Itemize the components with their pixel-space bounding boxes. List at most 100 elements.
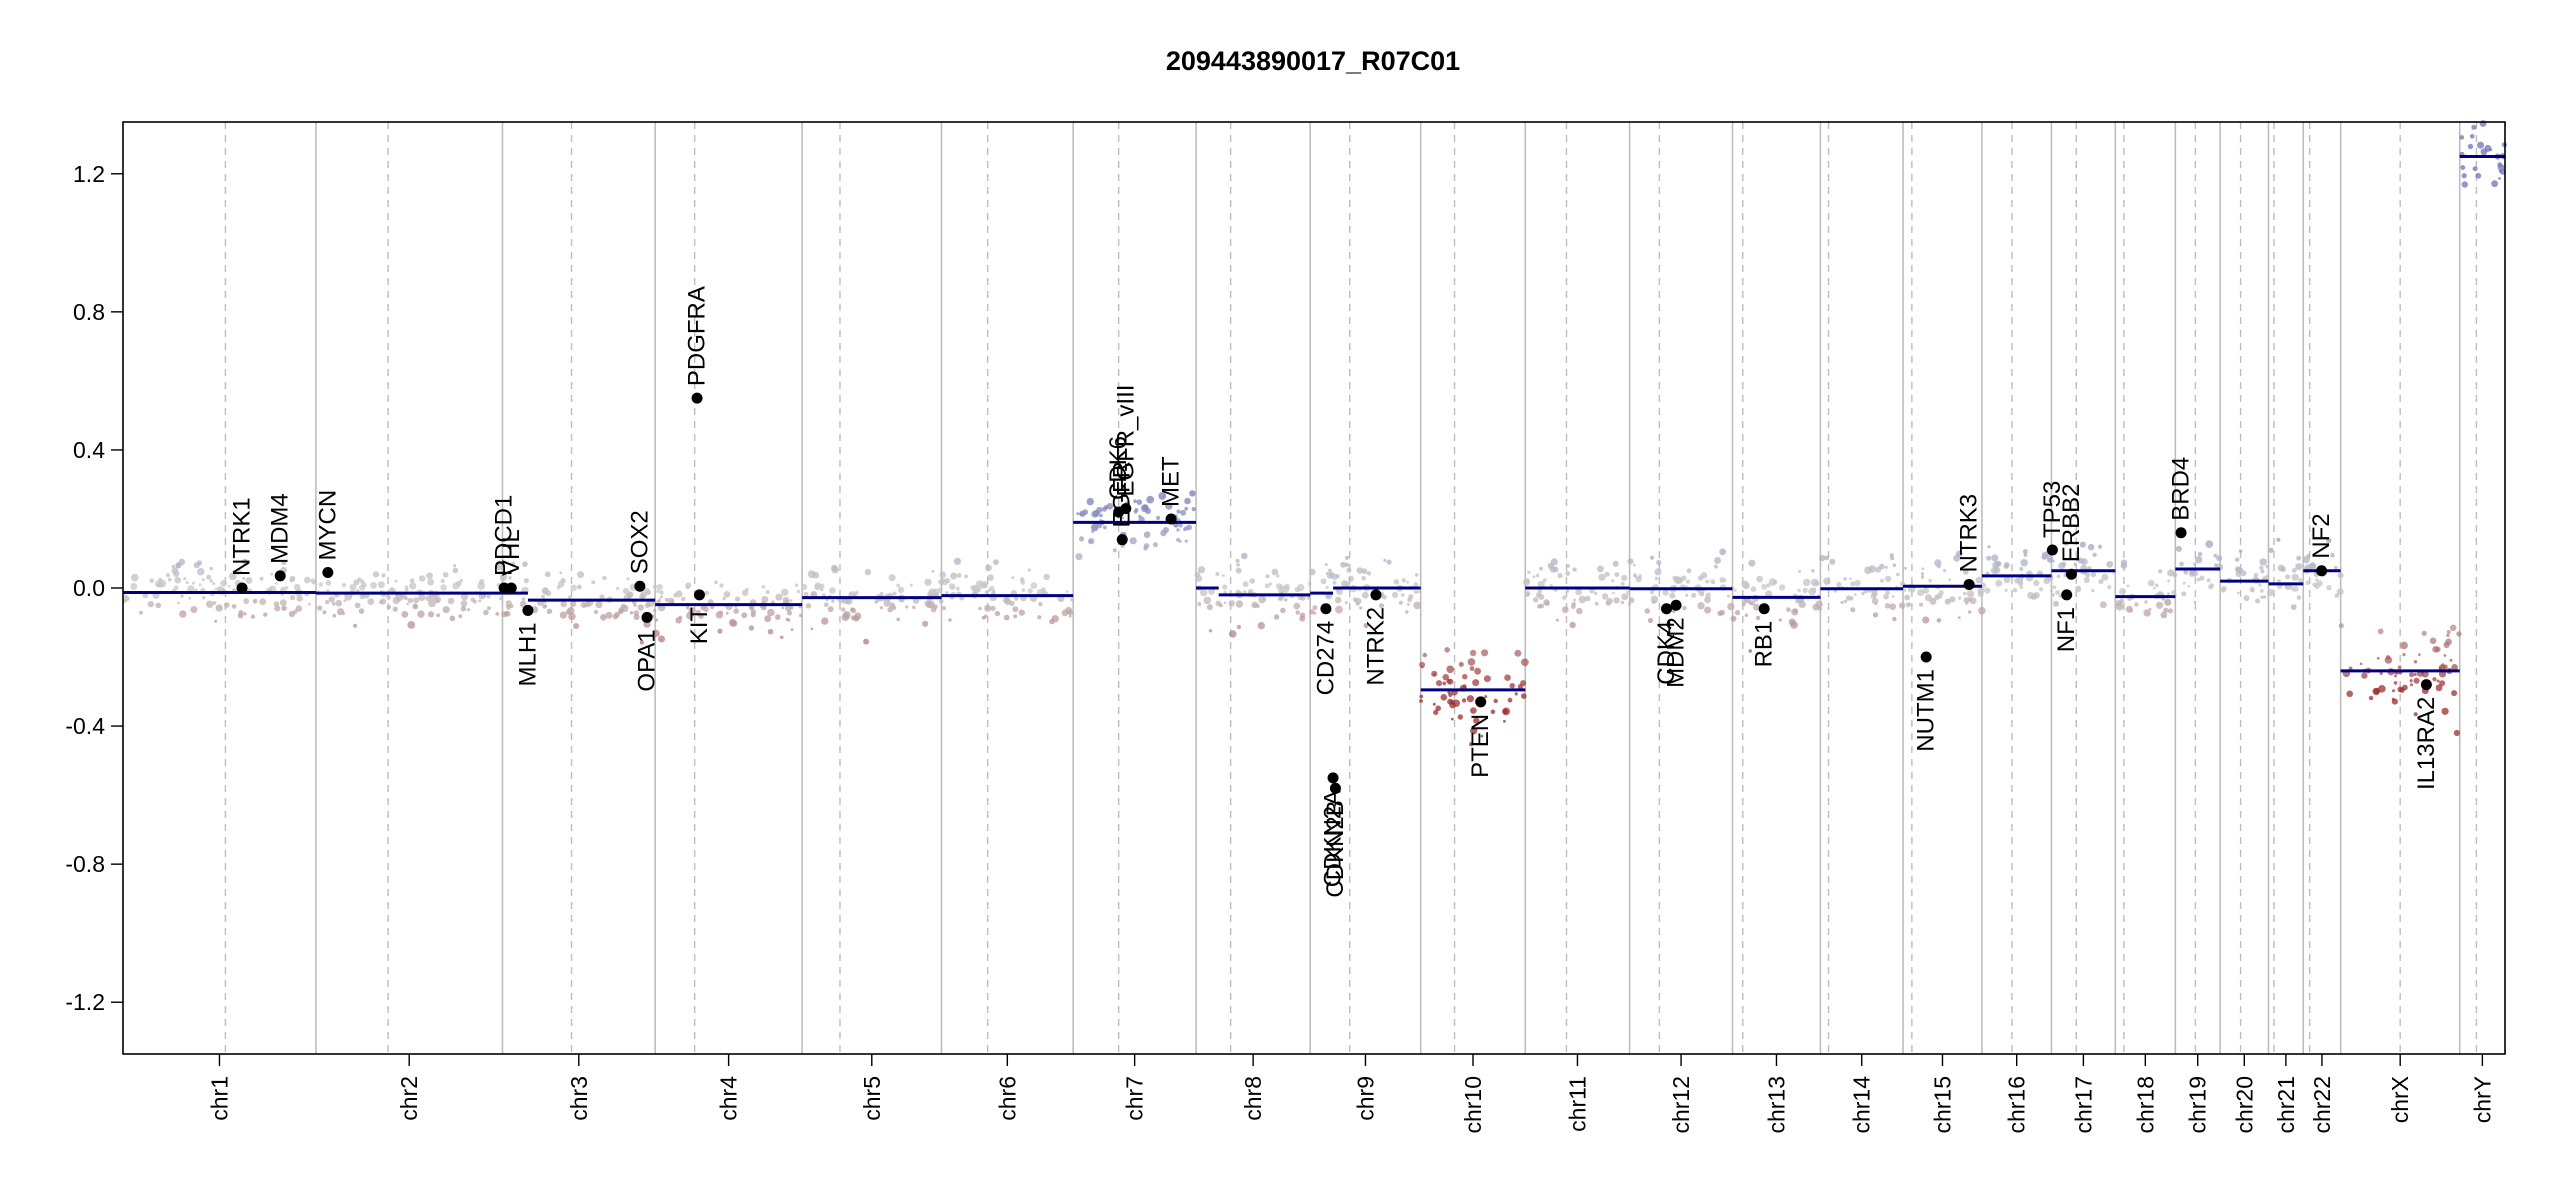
probe-point-889: [1644, 608, 1651, 614]
probe-point-879: [1537, 589, 1543, 595]
probe-point-573: [1136, 499, 1143, 506]
probe-point-1052: [1944, 598, 1951, 605]
probe-point-104: [214, 619, 218, 623]
probe-point-191: [486, 606, 491, 611]
probe-point-1109: [2027, 591, 2035, 600]
probe-point-367: [781, 588, 789, 596]
probe-point-828: [1627, 602, 1631, 606]
probe-point-377: [703, 606, 709, 612]
probe-point-913: [1714, 564, 1718, 569]
probe-point-331: [789, 599, 793, 602]
probe-point-1310: [2413, 660, 2418, 664]
probe-point-680: [1265, 574, 1270, 579]
probe-point-886: [1552, 566, 1559, 573]
x-tick-label: chr17: [2070, 1076, 2096, 1134]
probe-point-1207: [2160, 611, 2168, 619]
probe-point-1360: [2377, 628, 2384, 635]
gene-point-cdkn2a: [1327, 772, 1339, 784]
probe-point-133: [372, 571, 380, 578]
probe-point-110: [165, 573, 171, 578]
probe-point-1131: [1987, 545, 1991, 549]
probe-point-553: [1003, 614, 1010, 621]
probe-point-953: [1786, 607, 1791, 613]
probe-point-204: [386, 604, 392, 610]
probe-point-169: [483, 609, 489, 616]
probe-point-1244: [2237, 591, 2240, 595]
probe-point-985: [1778, 584, 1786, 591]
gene-label-cdkn2a: CDKN2A: [1320, 790, 1347, 887]
probe-point-1138: [2087, 543, 2095, 551]
probe-point-1177: [2148, 607, 2152, 611]
probe-point-939: [1634, 575, 1637, 579]
gene-point-pdgfra: [691, 392, 703, 404]
probe-point-56: [274, 582, 278, 585]
probe-point-924: [1719, 548, 1726, 556]
y-tick-label: -0.4: [65, 713, 105, 739]
probe-point-338: [654, 618, 659, 622]
probe-point-1120: [2003, 563, 2010, 569]
probe-point-479: [807, 570, 816, 579]
probe-point-989: [1750, 586, 1757, 592]
probe-point-1144: [2052, 560, 2055, 563]
probe-point-843: [1535, 573, 1540, 578]
probe-point-922: [1726, 594, 1730, 598]
probe-point-190: [452, 567, 459, 574]
probe-point-153: [449, 615, 456, 622]
probe-point-197: [427, 611, 435, 618]
probe-point-751: [1331, 573, 1338, 581]
probe-point-1032: [1890, 556, 1895, 561]
probe-point-448: [805, 603, 812, 609]
probe-point-53: [274, 605, 281, 612]
probe-point-1214: [2206, 578, 2211, 583]
probe-point-229: [504, 610, 511, 617]
probe-point-517: [1037, 615, 1042, 620]
probe-point-778: [1470, 727, 1478, 735]
probe-point-536: [1021, 588, 1026, 592]
probe-point-827: [1584, 595, 1591, 602]
probe-point-554: [974, 585, 982, 593]
probe-point-37: [190, 606, 198, 614]
probe-point-1083: [1921, 574, 1924, 578]
probe-point-909: [1712, 581, 1715, 584]
probe-point-134: [458, 614, 463, 619]
probe-point-547: [1068, 614, 1072, 618]
probe-point-1150: [2107, 585, 2112, 590]
probe-point-821: [1490, 709, 1496, 715]
probe-point-371: [685, 605, 690, 610]
probe-point-748: [1361, 591, 1369, 599]
probe-point-188: [442, 572, 449, 578]
probe-point-298: [622, 587, 630, 595]
probe-point-1354: [2376, 656, 2380, 660]
probe-point-976: [1766, 583, 1771, 588]
probe-point-686: [1229, 630, 1237, 638]
probe-point-6: [304, 576, 311, 584]
gene-label-tp53: TP53: [2039, 481, 2066, 538]
probe-point-1200: [2119, 587, 2126, 595]
probe-point-35: [180, 594, 184, 598]
gene-label-mdm4: MDM4: [267, 493, 294, 564]
probe-point-860: [1527, 570, 1531, 574]
probe-point-372: [698, 613, 704, 619]
probe-point-800: [1507, 697, 1513, 703]
probe-point-1173: [2147, 579, 2155, 587]
probe-point-1185: [2158, 569, 2163, 574]
probe-point-612: [1088, 537, 1095, 545]
probe-point-681: [1236, 624, 1241, 630]
probe-point-936: [1717, 610, 1723, 617]
probe-point-872: [1613, 597, 1620, 604]
probe-point-1151: [2098, 578, 2104, 585]
probe-point-833: [1597, 565, 1604, 573]
probe-point-813: [1432, 672, 1436, 677]
probe-point-1057: [1921, 567, 1925, 570]
probe-point-900: [1627, 558, 1634, 565]
probe-point-1046: [1871, 597, 1879, 605]
probe-point-824: [1432, 702, 1436, 706]
probe-point-311: [568, 612, 576, 621]
probe-point-1182: [2167, 579, 2171, 583]
probe-point-509: [945, 591, 949, 595]
x-tick-label: chr15: [1929, 1076, 1955, 1134]
probe-point-115: [418, 575, 426, 582]
probe-point-880: [1555, 618, 1559, 622]
probe-point-137: [406, 602, 409, 606]
